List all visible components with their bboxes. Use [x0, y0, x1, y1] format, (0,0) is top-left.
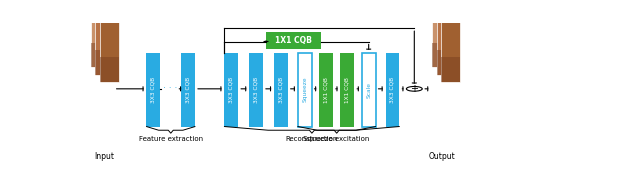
Text: Reconstruction: Reconstruction: [285, 136, 338, 142]
Text: 1X1 CQB: 1X1 CQB: [345, 77, 350, 103]
Text: Output: Output: [429, 152, 456, 161]
Text: 3X3 CQB: 3X3 CQB: [186, 76, 191, 103]
Bar: [249, 53, 263, 127]
Bar: [432, 43, 451, 67]
Bar: [95, 13, 114, 75]
Bar: [147, 53, 161, 127]
Bar: [100, 20, 118, 82]
Text: 3X3 CQB: 3X3 CQB: [278, 76, 284, 103]
Bar: [298, 53, 312, 127]
Bar: [91, 5, 110, 67]
Text: Squeeze: Squeeze: [302, 77, 307, 102]
Bar: [181, 53, 195, 127]
Bar: [266, 32, 321, 49]
Text: · · ·: · · ·: [163, 84, 177, 93]
Bar: [274, 53, 288, 127]
Text: Feature extraction: Feature extraction: [139, 136, 203, 142]
Bar: [91, 43, 110, 67]
Text: +: +: [410, 84, 419, 94]
Bar: [441, 20, 460, 82]
Bar: [385, 53, 399, 127]
Bar: [441, 57, 460, 82]
Text: 1X1 CQB: 1X1 CQB: [275, 36, 312, 45]
Bar: [362, 53, 376, 127]
Bar: [319, 53, 333, 127]
Text: Scale: Scale: [366, 82, 371, 98]
Text: 3X3 CQB: 3X3 CQB: [390, 76, 395, 103]
Bar: [340, 53, 355, 127]
Bar: [95, 50, 114, 75]
Text: 3X3 CQB: 3X3 CQB: [253, 76, 259, 103]
Text: 1X1 CQB: 1X1 CQB: [323, 77, 328, 103]
Text: 3X3 CQB: 3X3 CQB: [151, 76, 156, 103]
Text: Input: Input: [94, 152, 114, 161]
Bar: [225, 53, 238, 127]
Bar: [436, 13, 456, 75]
Text: Squeeze excitation: Squeeze excitation: [303, 136, 370, 142]
Text: 3X3 CQB: 3X3 CQB: [228, 76, 234, 103]
Bar: [432, 5, 451, 67]
Bar: [436, 50, 456, 75]
Circle shape: [406, 86, 422, 91]
Bar: [100, 57, 118, 82]
